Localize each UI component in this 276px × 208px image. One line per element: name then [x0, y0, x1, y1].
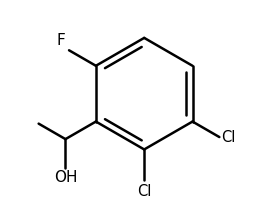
Text: OH: OH [54, 170, 77, 185]
Text: Cl: Cl [221, 130, 236, 145]
Text: Cl: Cl [137, 183, 151, 199]
Text: F: F [56, 33, 65, 48]
